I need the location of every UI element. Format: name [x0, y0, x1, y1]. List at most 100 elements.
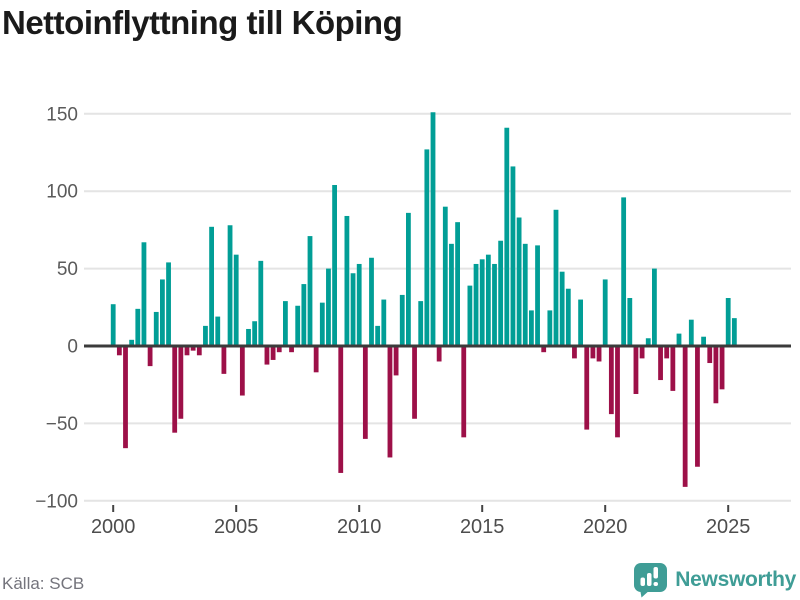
- bar-2005Q4: [252, 321, 258, 346]
- bar-2020Q2: [608, 346, 614, 415]
- y-axis-label: 100: [46, 182, 78, 203]
- bar-2021Q1: [627, 298, 633, 346]
- bar-2019Q1: [578, 299, 583, 346]
- bar-2006Q3: [270, 346, 276, 360]
- bar-2001Q2: [141, 242, 147, 346]
- x-axis-label: 2015: [460, 516, 505, 538]
- bar-2020Q3: [615, 346, 620, 438]
- bar-2024Q3: [713, 346, 719, 404]
- bar-2016Q1: [504, 127, 510, 347]
- bar-2010Q2: [362, 346, 368, 439]
- bar-2014Q3: [467, 285, 473, 346]
- source-note: Källa: SCB: [2, 574, 85, 593]
- bar-2013Q2: [436, 346, 442, 362]
- newsworthy-icon: [633, 562, 668, 598]
- bar-2016Q2: [510, 166, 516, 346]
- bar-2024Q1: [701, 336, 706, 346]
- bar-2023Q3: [688, 319, 694, 346]
- bar-2018Q2: [559, 271, 565, 346]
- bar-2014Q4: [473, 263, 479, 346]
- bar-2010Q3: [369, 257, 374, 346]
- bar-2001Q4: [153, 311, 159, 346]
- bar-2017Q1: [529, 310, 534, 346]
- bar-2000Q1: [110, 304, 116, 346]
- bar-2011Q4: [399, 294, 405, 346]
- bar-2025Q1: [725, 298, 731, 346]
- bar-2003Q4: [203, 325, 208, 346]
- bar-2006Q1: [258, 260, 264, 346]
- bar-2004Q4: [227, 225, 233, 346]
- bar-2022Q3: [664, 346, 670, 359]
- x-axis-label: 2010: [337, 516, 382, 538]
- bar-2017Q3: [541, 346, 547, 353]
- bar-2014Q1: [455, 222, 460, 346]
- bar-2018Q1: [553, 209, 559, 346]
- brand-name: Newsworthy: [675, 568, 796, 591]
- y-axis-label: 50: [57, 259, 78, 280]
- bar-2012Q3: [418, 301, 424, 346]
- bar-2012Q1: [406, 212, 411, 346]
- bar-2005Q2: [239, 346, 245, 396]
- bar-2020Q4: [621, 197, 627, 346]
- bar-2019Q2: [584, 346, 590, 430]
- bar-2009Q1: [332, 185, 337, 346]
- bar-2009Q3: [344, 215, 350, 346]
- bar-2006Q2: [264, 346, 270, 365]
- bar-2020Q1: [602, 279, 608, 346]
- bar-chart: 150 100 50 0 −50 −100 2000 2005 2010 2015 2020 2025: [35, 104, 791, 538]
- bar-2021Q3: [639, 346, 645, 359]
- bar-2007Q1: [283, 301, 288, 346]
- bar-2007Q4: [301, 284, 307, 346]
- bar-2005Q1: [233, 254, 239, 346]
- bar-2013Q4: [449, 243, 454, 346]
- bar-2014Q2: [461, 346, 467, 438]
- bar-2019Q4: [596, 346, 602, 362]
- bar-2008Q3: [319, 302, 325, 346]
- bar-2001Q1: [135, 308, 141, 346]
- bar-2006Q4: [276, 346, 282, 353]
- bar-2022Q2: [658, 346, 663, 381]
- bar-2017Q2: [535, 245, 540, 346]
- bar-2009Q2: [338, 346, 344, 473]
- chart-title: Nettoinflyttning till Köping: [2, 4, 403, 41]
- bar-2000Q4: [129, 339, 135, 346]
- bar-2005Q3: [246, 328, 251, 346]
- bar-2000Q2: [116, 346, 122, 356]
- bar-2008Q1: [307, 236, 313, 346]
- y-axis-label: −50: [46, 414, 78, 435]
- bar-2011Q2: [387, 346, 393, 458]
- bar-2008Q4: [326, 268, 331, 346]
- bar-2004Q2: [215, 316, 221, 346]
- bar-2017Q4: [547, 310, 553, 346]
- bar-2023Q4: [695, 346, 700, 467]
- bar-2021Q4: [645, 338, 651, 346]
- bar-2003Q3: [196, 346, 202, 356]
- x-axis-label: 2000: [91, 516, 136, 538]
- bar-2008Q2: [313, 346, 319, 373]
- newsworthy-logo: Newsworthy: [633, 562, 796, 598]
- bar-2004Q1: [209, 226, 214, 346]
- bar-2024Q2: [707, 346, 713, 364]
- y-axis-label: 0: [67, 337, 78, 358]
- bar-2016Q3: [516, 217, 522, 346]
- bar-2012Q2: [412, 346, 417, 419]
- x-axis-label: 2025: [706, 516, 751, 538]
- bar-2015Q3: [492, 263, 497, 346]
- bar-2002Q4: [178, 346, 184, 419]
- bar-2004Q3: [221, 346, 227, 374]
- bar-2003Q2: [190, 346, 196, 351]
- bar-2001Q3: [147, 346, 153, 367]
- bar-2007Q2: [289, 346, 294, 353]
- bar-2015Q2: [485, 254, 491, 346]
- bar-2022Q1: [652, 268, 657, 346]
- y-axis-label: 150: [46, 104, 78, 125]
- bar-2024Q4: [719, 346, 725, 390]
- bar-2010Q1: [356, 263, 362, 346]
- bar-2023Q2: [682, 346, 688, 487]
- bar-2010Q4: [375, 325, 381, 346]
- bar-2009Q4: [350, 273, 356, 346]
- bar-2018Q3: [565, 288, 571, 346]
- y-axis-label: −100: [35, 491, 78, 512]
- bar-2000Q3: [123, 346, 128, 449]
- x-axis-label: 2005: [214, 516, 259, 538]
